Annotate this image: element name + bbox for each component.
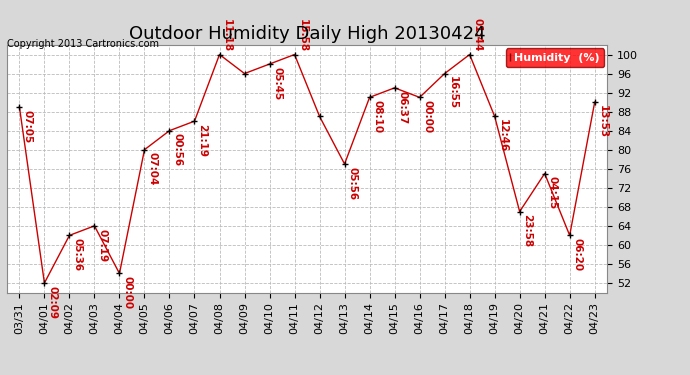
- Text: 23:58: 23:58: [522, 214, 533, 248]
- Text: 06:20: 06:20: [573, 238, 582, 271]
- Text: 21:19: 21:19: [197, 124, 207, 157]
- Text: 00:00: 00:00: [122, 276, 132, 309]
- Text: 07:04: 07:04: [147, 153, 157, 186]
- Text: 13:53: 13:53: [598, 105, 607, 138]
- Title: Outdoor Humidity Daily High 20130424: Outdoor Humidity Daily High 20130424: [129, 26, 485, 44]
- Text: 06:37: 06:37: [397, 91, 407, 124]
- Text: 05:56: 05:56: [347, 167, 357, 200]
- Text: 05:36: 05:36: [72, 238, 82, 271]
- Text: 12:46: 12:46: [497, 119, 507, 152]
- Text: 08:10: 08:10: [373, 100, 382, 133]
- Text: 15:58: 15:58: [297, 19, 307, 52]
- Text: 04:15: 04:15: [547, 176, 558, 210]
- Text: 01:44: 01:44: [473, 18, 482, 52]
- Text: 00:56: 00:56: [172, 134, 182, 166]
- Text: 16:55: 16:55: [447, 76, 457, 110]
- Legend: Humidity  (%): Humidity (%): [506, 48, 604, 67]
- Text: 11:18: 11:18: [222, 19, 233, 52]
- Text: 07:19: 07:19: [97, 229, 107, 262]
- Text: 02:09: 02:09: [47, 286, 57, 319]
- Text: Copyright 2013 Cartronics.com: Copyright 2013 Cartronics.com: [7, 39, 159, 50]
- Text: 00:00: 00:00: [422, 100, 433, 133]
- Text: 05:45: 05:45: [273, 67, 282, 100]
- Text: 07:05: 07:05: [22, 110, 32, 143]
